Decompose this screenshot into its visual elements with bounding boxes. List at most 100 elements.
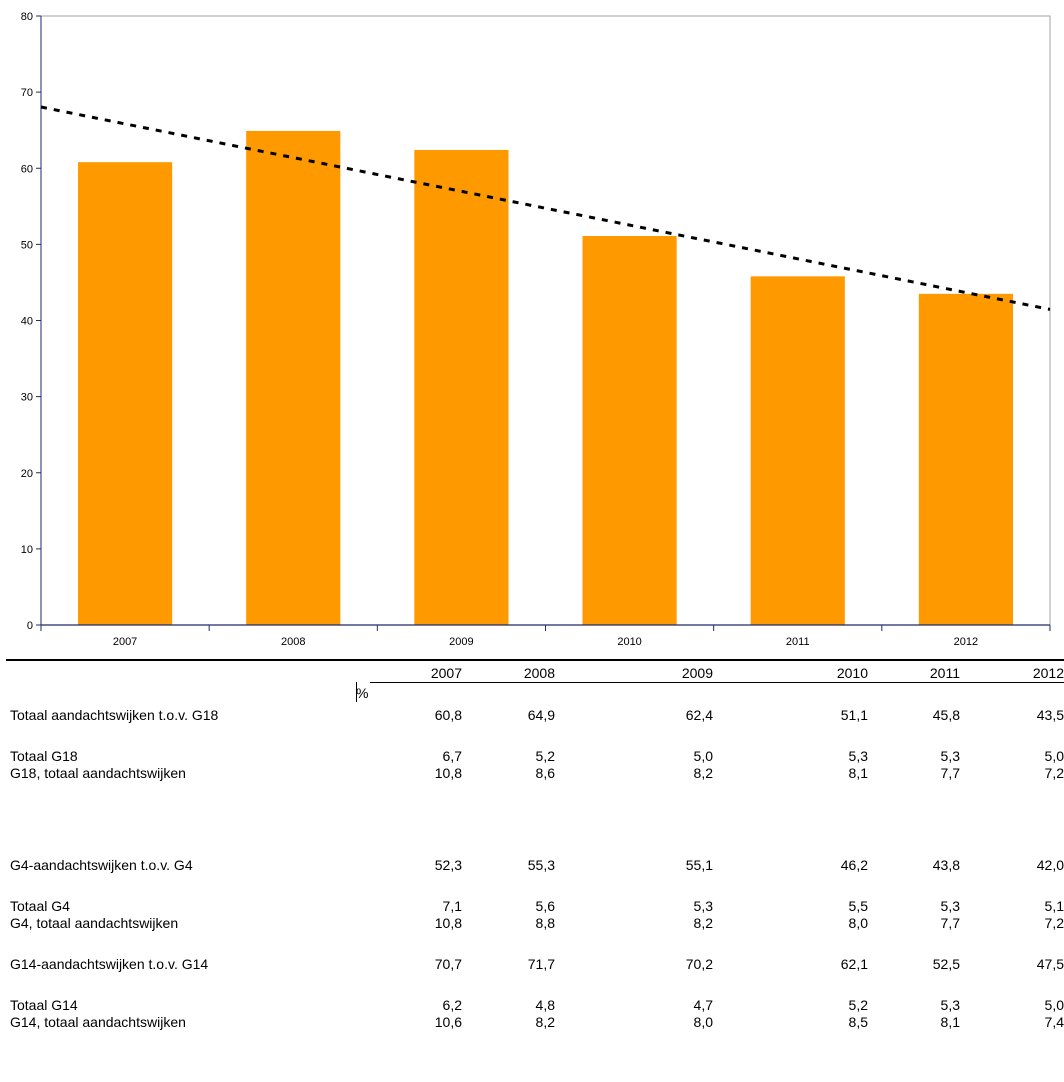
- cell-value: 4,8: [535, 997, 555, 1013]
- cell-value: 43,8: [932, 857, 960, 873]
- cell-value: 8,5: [848, 1014, 868, 1030]
- header-year: 2008: [462, 664, 555, 683]
- cell-value: 5,3: [940, 997, 960, 1013]
- cell-value: 42,0: [1036, 857, 1064, 873]
- table-row: G18, totaal aandachtswijken 10,8 8,6 8,2 8,1…: [0, 764, 1064, 782]
- bars: [77, 130, 1014, 626]
- cell-value: 71,7: [527, 956, 555, 972]
- bar: [246, 130, 341, 626]
- cell-value: 8,1: [940, 1014, 960, 1030]
- y-tick-label: 10: [21, 544, 33, 556]
- plot-frame: [40, 15, 1051, 626]
- header-year: 2009: [555, 664, 713, 683]
- bar: [414, 149, 509, 626]
- cell-value: 5,0: [1044, 748, 1064, 764]
- y-tick-label: 60: [21, 163, 33, 175]
- y-tick-label: 40: [21, 316, 33, 328]
- cell-value: 10,6: [434, 1014, 462, 1030]
- x-tick-label: 2007: [113, 636, 137, 648]
- table-row: Totaal aandachtswijken t.o.v. G18 60,8 64,…: [0, 706, 1064, 724]
- cell-value: 62,1: [840, 956, 868, 972]
- cell-value: 8,2: [535, 1014, 555, 1030]
- row-label: Totaal G4: [10, 898, 70, 914]
- cell-value: 5,0: [1044, 997, 1064, 1013]
- cell-value: 5,3: [848, 748, 868, 764]
- x-tick-label: 2009: [449, 636, 473, 648]
- cell-value: 5,3: [940, 898, 960, 914]
- header-year: 2011: [868, 664, 960, 683]
- cell-value: 60,8: [434, 707, 462, 723]
- cell-value: 46,2: [840, 857, 868, 873]
- cell-value: 5,6: [535, 898, 555, 914]
- y-tick-label: 70: [21, 87, 33, 99]
- cell-value: 4,7: [693, 997, 713, 1013]
- bar: [918, 293, 1014, 625]
- table-row: G14-aandachtswijken t.o.v. G14 70,7 71,7 70…: [0, 955, 1064, 973]
- x-tick-label: 2010: [617, 636, 641, 648]
- unit-divider: [356, 682, 357, 702]
- table-row: Totaal G4 7,1 5,6 5,3 5,5 5,3 5,1: [0, 897, 1064, 915]
- cell-value: 7,1: [442, 898, 462, 914]
- header-year: 2007: [370, 664, 462, 683]
- cell-value: 43,5: [1036, 707, 1064, 723]
- cell-value: 8,8: [535, 915, 555, 931]
- cell-value: 6,2: [442, 997, 462, 1013]
- y-tick-label: 20: [21, 468, 33, 480]
- table-row: Totaal G18 6,7 5,2 5,0 5,3 5,3 5,0: [0, 747, 1064, 765]
- unit-label: %: [356, 685, 369, 701]
- cell-value: 55,3: [527, 857, 555, 873]
- cell-value: 8,0: [848, 915, 868, 931]
- cell-value: 52,3: [434, 857, 462, 873]
- y-tick-label: 50: [21, 239, 33, 251]
- table-row: G4, totaal aandachtswijken 10,8 8,8 8,2 8,0 7…: [0, 914, 1064, 932]
- cell-value: 5,2: [535, 748, 555, 764]
- header-year: 2012: [960, 664, 1064, 683]
- table-header-row: 2007 2008 2009 2010 2011 2012: [0, 664, 1064, 683]
- x-axis: 2007 2008 2009 2010 2011 2012: [40, 624, 1051, 648]
- cell-value: 7,2: [1044, 915, 1064, 931]
- row-label: G4-aandachtswijken t.o.v. G4: [10, 857, 193, 873]
- cell-value: 8,6: [535, 765, 555, 781]
- row-label: G14-aandachtswijken t.o.v. G14: [10, 956, 209, 972]
- cell-value: 62,4: [685, 707, 713, 723]
- cell-value: 8,1: [848, 765, 868, 781]
- y-tick-label: 30: [21, 392, 33, 404]
- x-tick-label: 2008: [281, 636, 305, 648]
- cell-value: 70,7: [434, 956, 462, 972]
- row-label: G18, totaal aandachtswijken: [10, 765, 186, 781]
- cell-value: 10,8: [434, 915, 462, 931]
- table-row: Totaal G14 6,2 4,8 4,7 5,2 5,3 5,0: [0, 996, 1064, 1014]
- cell-value: 8,2: [693, 915, 713, 931]
- cell-value: 6,7: [442, 748, 462, 764]
- cell-value: 5,2: [848, 997, 868, 1013]
- y-tick-label: 0: [27, 620, 33, 632]
- row-label: Totaal G18: [10, 748, 78, 764]
- bar: [77, 162, 173, 625]
- cell-value: 51,1: [840, 707, 868, 723]
- x-tick-label: 2011: [786, 636, 810, 648]
- header-year: 2010: [713, 664, 868, 683]
- cell-value: 8,0: [693, 1014, 713, 1030]
- cell-value: 7,2: [1044, 765, 1064, 781]
- cell-value: 5,5: [848, 898, 868, 914]
- table-row: G4-aandachtswijken t.o.v. G4 52,3 55,3 55,1…: [0, 856, 1064, 874]
- cell-value: 5,3: [940, 748, 960, 764]
- table-row: G14, totaal aandachtswijken 10,6 8,2 8,0 8,5…: [0, 1013, 1064, 1031]
- cell-value: 7,7: [940, 915, 960, 931]
- cell-value: 52,5: [932, 956, 960, 972]
- trendline: [40, 105, 1051, 311]
- cell-value: 55,1: [685, 857, 713, 873]
- row-label: G14, totaal aandachtswijken: [10, 1014, 186, 1030]
- cell-value: 70,2: [685, 956, 713, 972]
- table-top-rule: [6, 659, 1064, 661]
- row-label: G4, totaal aandachtswijken: [10, 915, 179, 931]
- cell-value: 7,4: [1044, 1014, 1064, 1030]
- bar: [582, 236, 677, 625]
- cell-value: 47,5: [1036, 956, 1064, 972]
- cell-value: 7,7: [940, 765, 960, 781]
- y-axis: 0 10 20 30 40 50 60 70 80: [21, 11, 1051, 632]
- cell-value: 5,0: [693, 748, 713, 764]
- cell-value: 10,8: [434, 765, 462, 781]
- cell-value: 45,8: [932, 707, 960, 723]
